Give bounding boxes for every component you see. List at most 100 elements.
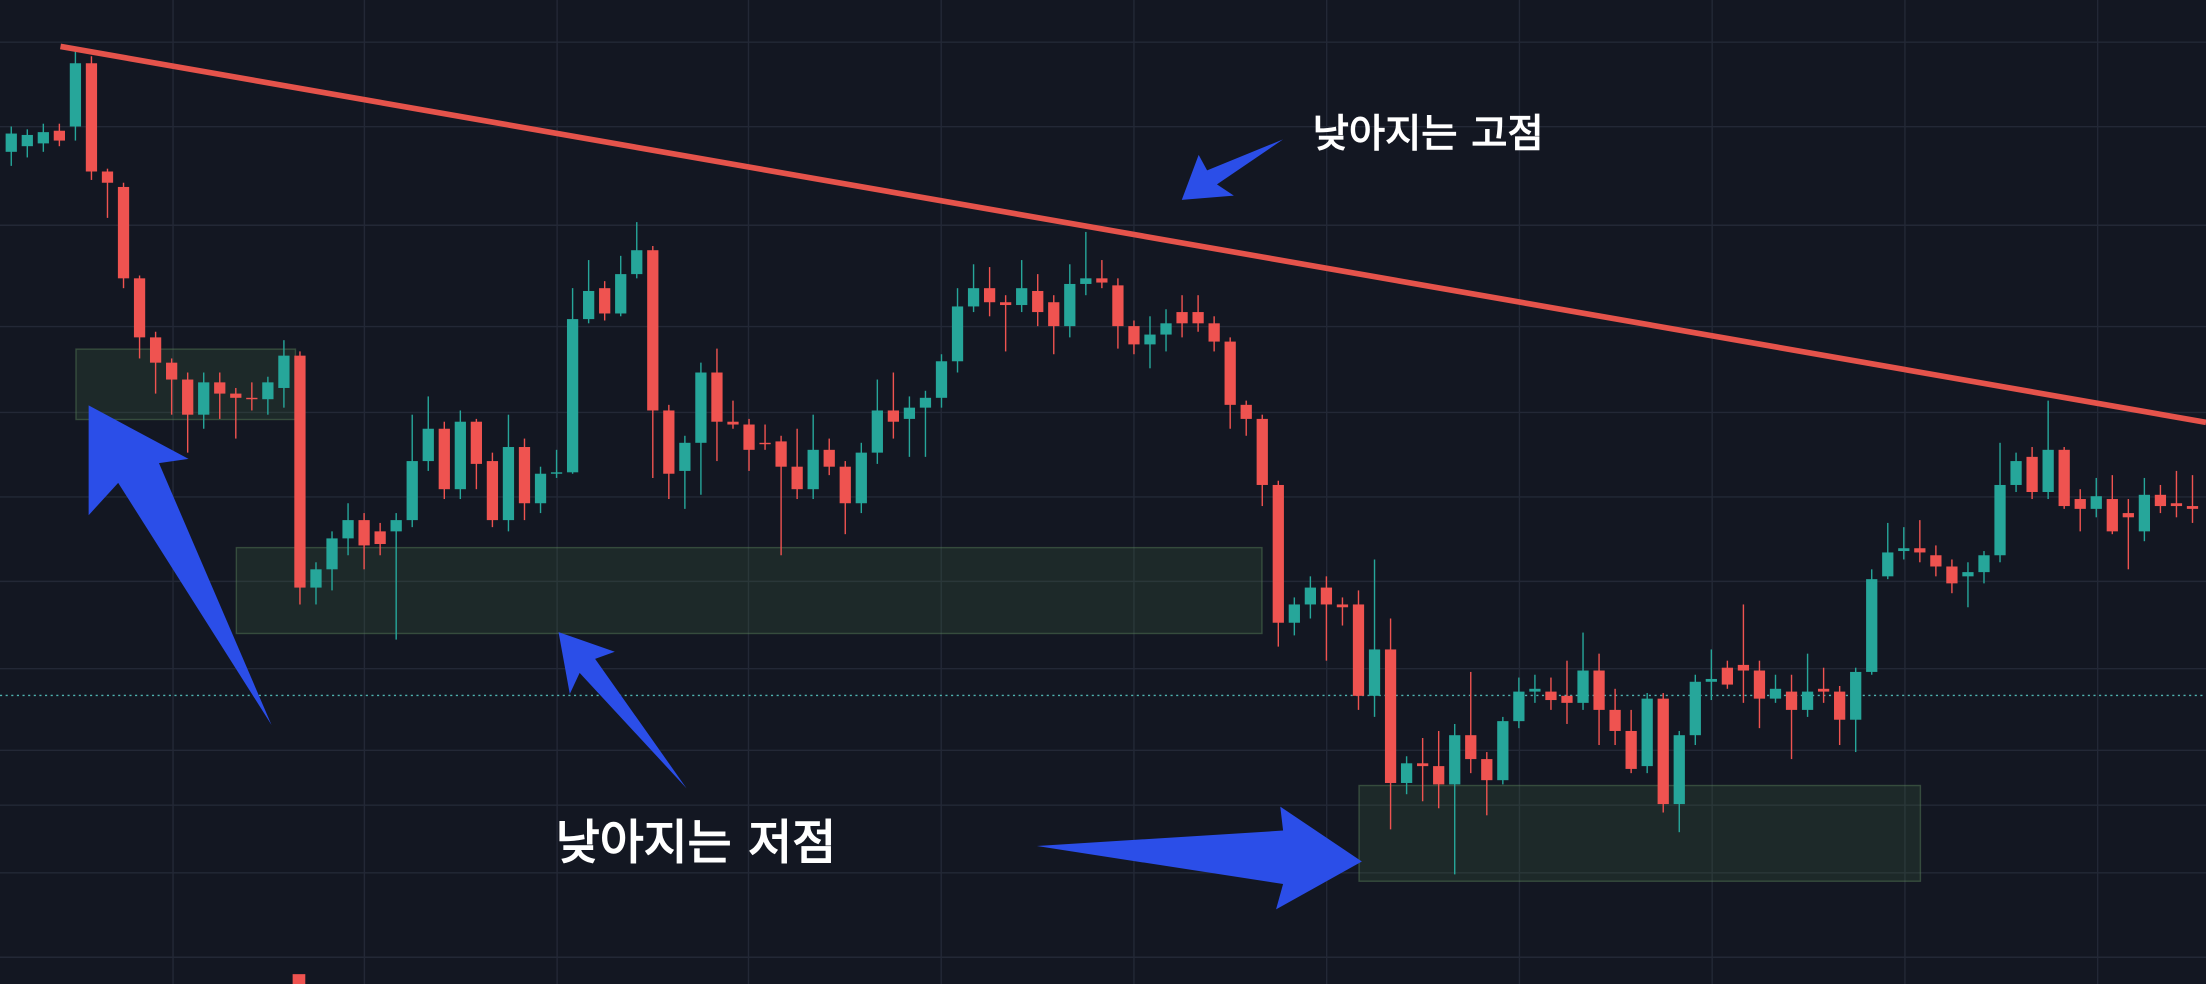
candle-body	[326, 538, 338, 570]
candle-body	[470, 421, 482, 464]
candle-body	[2186, 506, 2199, 509]
candle-body	[1946, 566, 1958, 584]
candle-body	[214, 382, 226, 394]
candle-body	[230, 393, 242, 398]
candle-body	[69, 63, 82, 127]
candle-body	[759, 442, 771, 445]
candle-body	[679, 442, 691, 471]
candle-body	[1962, 572, 1974, 577]
candle-body	[2074, 499, 2086, 509]
candle-body	[1769, 688, 1782, 699]
candle-body	[1721, 667, 1734, 685]
candle-body	[438, 428, 450, 490]
arrow	[1181, 139, 1284, 200]
candle-body	[1032, 290, 1044, 313]
candle-body	[310, 569, 322, 588]
candle-body	[374, 531, 386, 545]
candle-body	[2106, 499, 2118, 532]
candle-body	[1882, 552, 1894, 577]
candle-body	[807, 449, 819, 490]
candle-body	[951, 306, 964, 362]
candle-body	[1096, 278, 1108, 283]
candle-body	[1352, 604, 1365, 696]
candle-body	[566, 319, 579, 473]
candle-body	[1208, 323, 1220, 342]
candle-body	[871, 410, 883, 453]
support-zone	[1358, 784, 1922, 882]
trend-line	[60, 43, 2206, 426]
candle-body	[663, 410, 675, 474]
candle-body	[182, 379, 194, 415]
candle-body	[2090, 496, 2102, 509]
candle-body	[1898, 548, 1910, 552]
candle-body	[1673, 735, 1685, 805]
candle-body	[1240, 404, 1252, 419]
candle-body	[53, 130, 65, 141]
candle-body	[1801, 691, 1814, 710]
candle-body	[486, 461, 499, 521]
candle-body	[855, 452, 867, 504]
candle-body	[1160, 323, 1172, 335]
candle-body	[1978, 555, 1990, 573]
candle-body	[2154, 494, 2167, 507]
candle-body	[21, 134, 33, 147]
candle-body	[1593, 670, 1605, 710]
candle-body	[149, 337, 162, 363]
candle-body	[1417, 763, 1429, 767]
candle-body	[1689, 681, 1701, 736]
candle-body	[1609, 709, 1621, 731]
candle-body	[1753, 670, 1766, 699]
candle-body	[85, 63, 98, 172]
candle-body	[1144, 334, 1156, 345]
candle-body	[1545, 691, 1557, 701]
candle-body	[342, 520, 354, 539]
candle-body	[1449, 735, 1461, 785]
candle-body	[647, 250, 659, 411]
candle-body	[791, 466, 803, 490]
candle-body	[1048, 302, 1060, 327]
candle-body	[166, 362, 178, 380]
candle-body	[117, 186, 130, 279]
candle-body	[711, 372, 723, 422]
candle-body	[1064, 283, 1076, 327]
candle-body	[1850, 671, 1862, 720]
candle-body	[358, 520, 370, 546]
candle-body	[967, 288, 980, 307]
arrow	[1036, 806, 1362, 910]
support-zone	[235, 546, 1263, 635]
candle-body	[1834, 691, 1846, 720]
candle-body	[2026, 456, 2038, 492]
candle-body	[1625, 730, 1637, 769]
candle-body	[1866, 579, 1878, 672]
candle-body	[839, 466, 851, 504]
candle-body	[1497, 721, 1509, 781]
candle-body	[1384, 649, 1397, 783]
candle-body	[1336, 604, 1349, 608]
candle-body	[823, 449, 835, 467]
candle-body	[1994, 484, 2006, 556]
candle-body	[518, 447, 531, 504]
candle-body	[1288, 604, 1300, 623]
candle-body	[1176, 312, 1188, 324]
candle-body	[919, 397, 932, 408]
candle-body	[1914, 548, 1926, 553]
candle-body	[599, 288, 611, 314]
candle-body	[406, 461, 418, 521]
candle-body	[1112, 285, 1124, 327]
candle-body	[1577, 670, 1589, 703]
candle-body	[743, 424, 755, 450]
candle-body	[1272, 484, 1284, 623]
candle-body	[2122, 513, 2134, 518]
candle-body	[903, 407, 916, 419]
candle-body	[550, 472, 563, 474]
candle-body	[615, 274, 627, 314]
candle-body	[935, 361, 948, 398]
candle-body	[294, 355, 306, 588]
candle-body	[2058, 449, 2070, 507]
candle-body	[1561, 695, 1573, 703]
candle-body	[1513, 691, 1525, 722]
candle-body	[583, 290, 595, 320]
